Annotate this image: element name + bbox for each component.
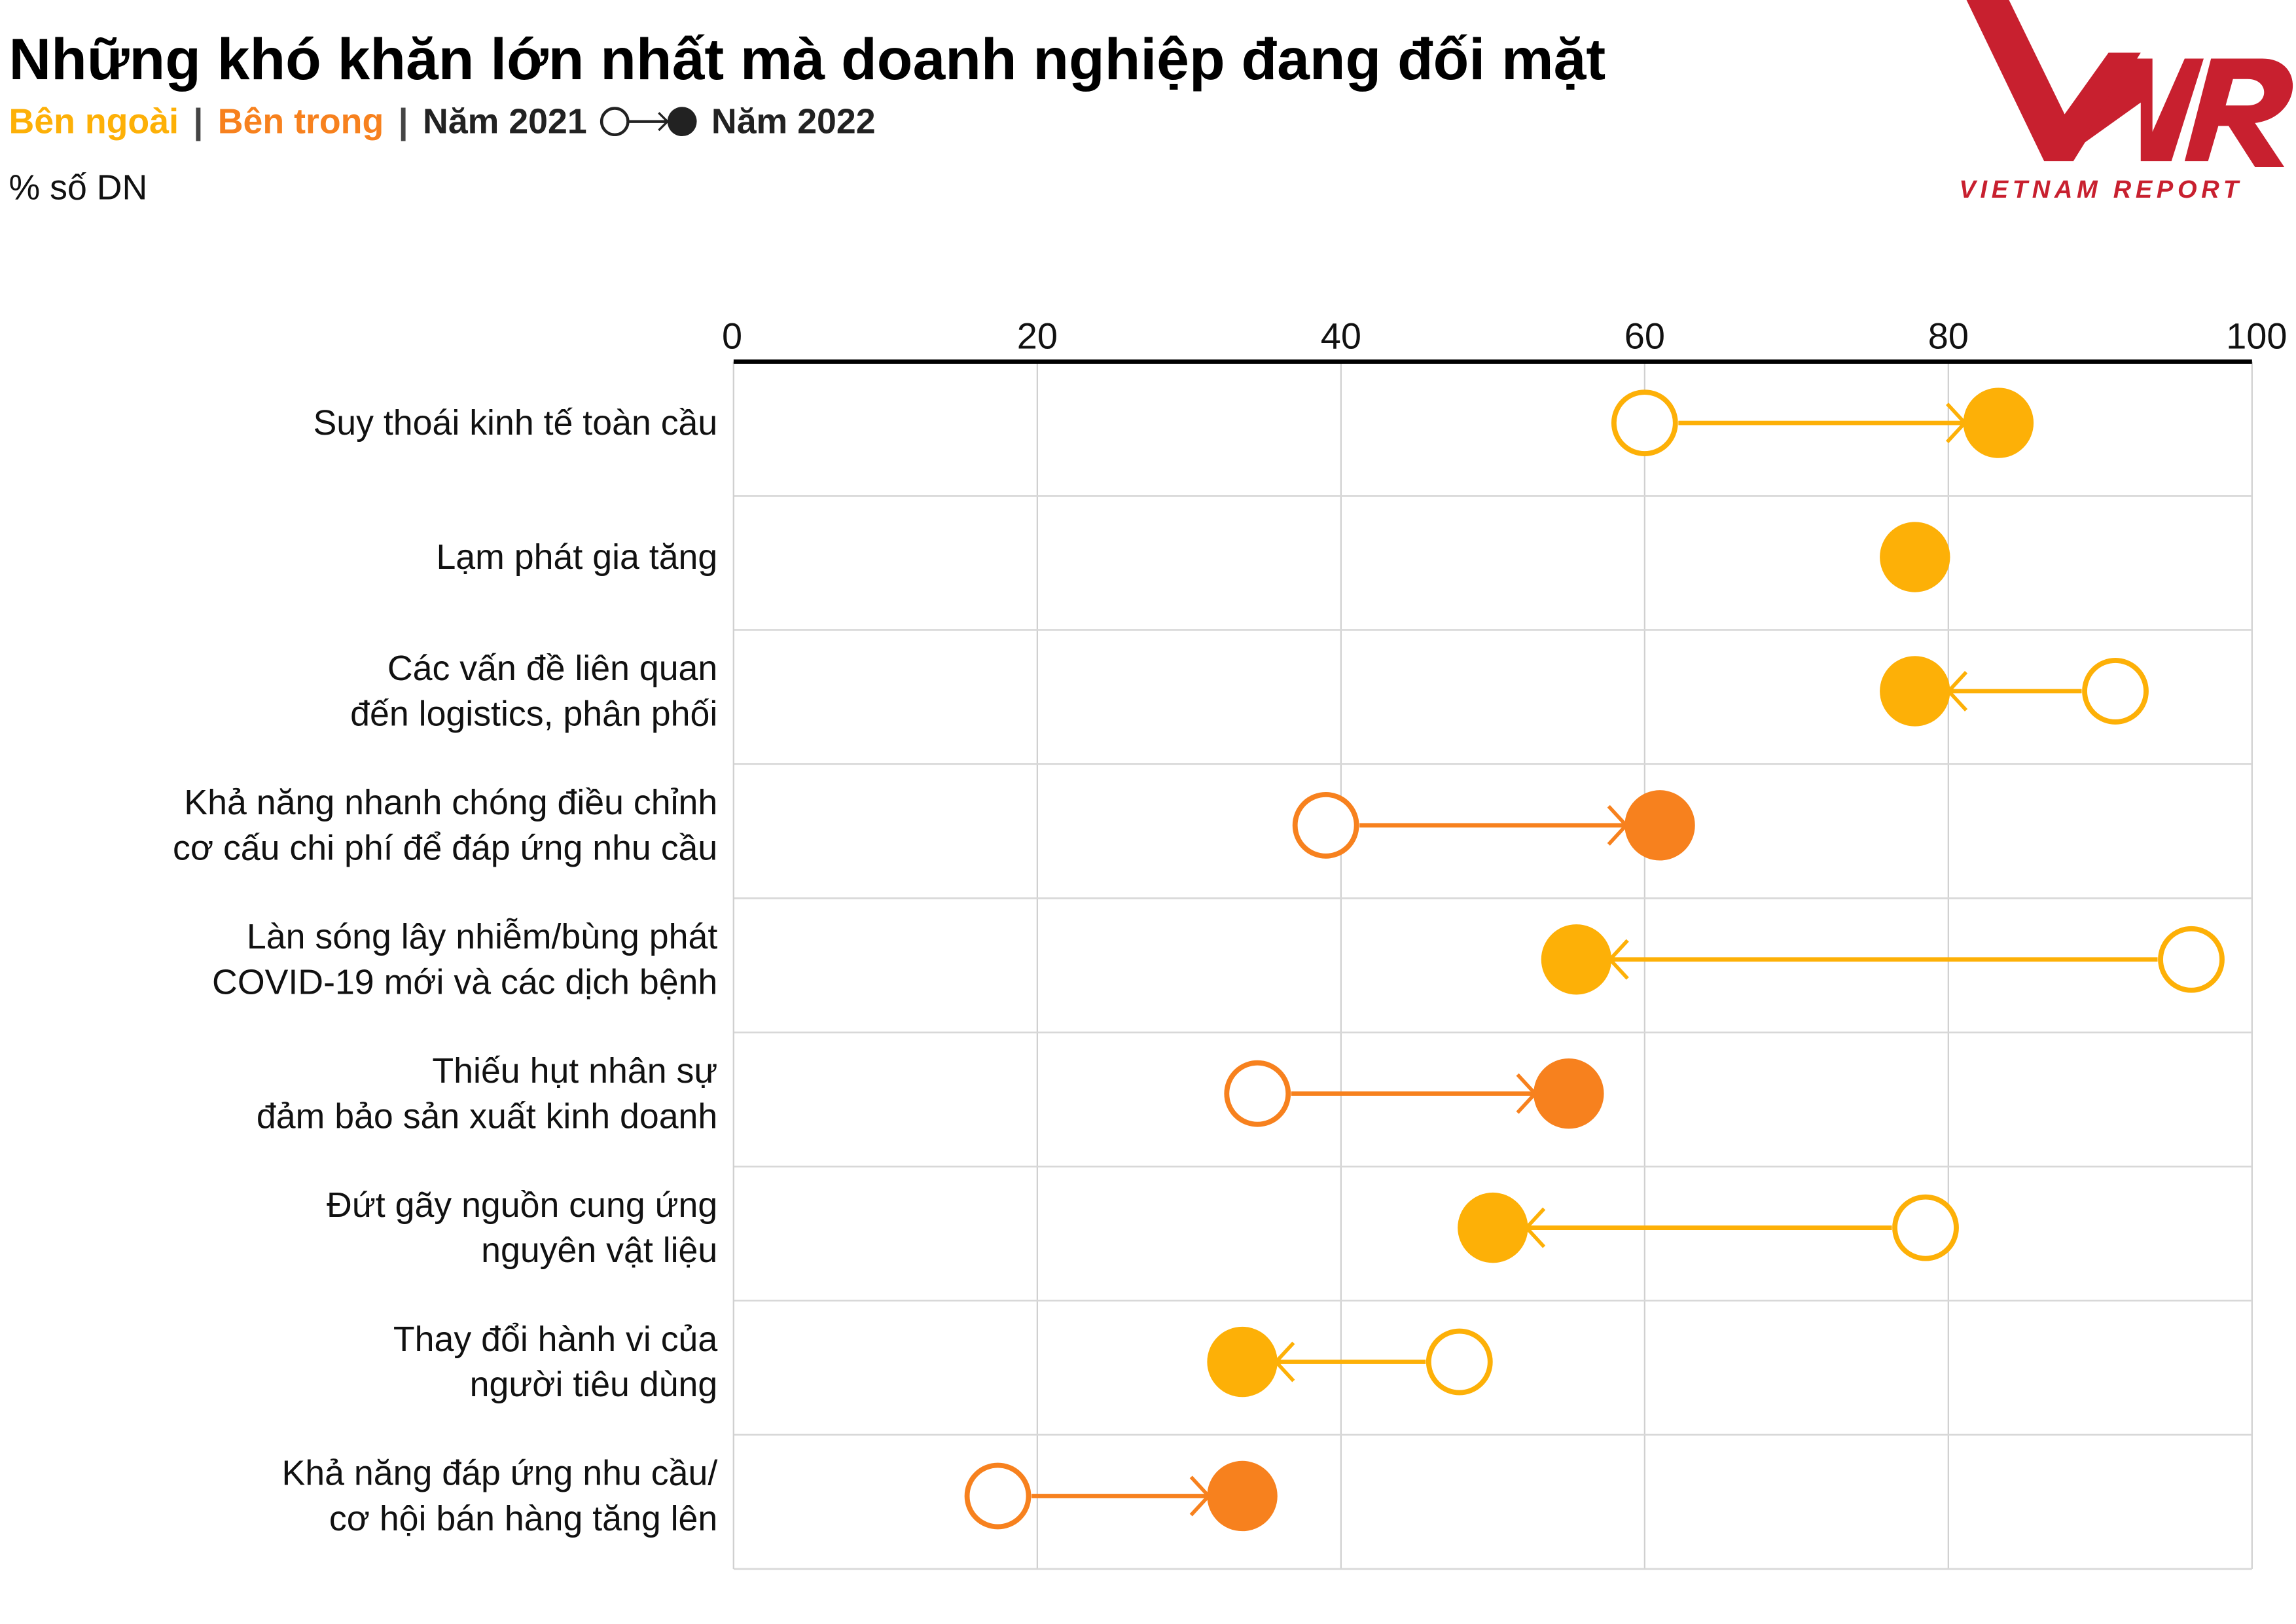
category-row: Đứt gãy nguồn cung ứng nguyên vật liệu [327, 1185, 1959, 1270]
category-row: Thay đổi hành vi của người tiêu dùng [393, 1320, 1493, 1404]
point-2021 [1426, 1328, 1493, 1396]
legend-2022: Năm 2022 [711, 102, 876, 141]
category-label: cơ hội bán hàng tăng lên [329, 1499, 717, 1538]
legend-marker [600, 107, 697, 137]
point-2021 [1611, 389, 1678, 456]
point-2022 [1207, 1326, 1278, 1398]
legend-separator: | [193, 102, 203, 142]
unit-label: % số DN [9, 168, 147, 207]
category-label: cơ cấu chi phí để đáp ứng nhu cầu [173, 828, 717, 867]
legend-2021: Năm 2021 [423, 102, 587, 141]
point-2022 [1458, 1192, 1528, 1263]
point-2021 [1224, 1060, 1291, 1127]
category-row: Khả năng đáp ứng nhu cầu/cơ hội bán hàng… [281, 1454, 1278, 1538]
legend-filled-circle-icon [667, 107, 697, 137]
legend-external: Bên ngoài [9, 102, 178, 141]
category-label: nguyên vật liệu [481, 1231, 717, 1270]
category-row: Lạm phát gia tăng [436, 522, 1950, 592]
x-axis: 0 20 40 60 80 100 [722, 315, 2287, 364]
vnr-logo: VIETNAM REPORT [1959, 0, 2293, 204]
point-2021 [964, 1462, 1031, 1530]
category-label: Suy thoái kinh tế toàn cầu [313, 403, 717, 442]
x-tick-label: 0 [722, 315, 742, 356]
category-label: Khả năng đáp ứng nhu cầu/ [281, 1454, 717, 1493]
point-2021 [2158, 926, 2225, 993]
category-label: Khả năng nhanh chóng điều chỉnh [184, 783, 717, 822]
x-tick-label: 40 [1321, 315, 1361, 356]
point-2021 [2082, 658, 2149, 725]
category-label: Làn sóng lây nhiễm/bùng phát [247, 917, 717, 956]
category-row: Khả năng nhanh chóng điều chỉnh cơ cấu ch… [173, 783, 1695, 867]
category-row: Thiếu hụt nhân sự đảm bảo sản xuất kinh d… [257, 1051, 1604, 1136]
chart-title: Những khó khăn lớn nhất mà doanh nghiệp … [9, 26, 1605, 92]
x-tick-label: 100 [2226, 315, 2287, 356]
category-label: đảm bảo sản xuất kinh doanh [257, 1096, 717, 1136]
category-label: Thiếu hụt nhân sự [432, 1051, 717, 1091]
point-2022 [1963, 388, 2034, 458]
category-label: Thay đổi hành vi của [393, 1320, 718, 1359]
point-2022 [1207, 1460, 1278, 1532]
category-label: người tiêu dùng [470, 1365, 718, 1404]
point-2022 [1880, 656, 1950, 727]
point-2022 [1534, 1058, 1604, 1129]
category-row: Làn sóng lây nhiễm/bùng phát COVID-19 mới… [212, 917, 2225, 1001]
grid [732, 361, 2253, 1570]
category-row: Các vấn đề liên quan đến logistics, phân … [350, 649, 2149, 734]
point-2022 [1880, 522, 1950, 592]
legend-internal: Bên trong [218, 102, 384, 141]
point-2022 [1624, 790, 1695, 861]
legend-separator: | [399, 102, 408, 142]
category-label: đến logistics, phân phối [350, 695, 717, 734]
category-label: Đứt gãy nguồn cung ứng [327, 1185, 717, 1225]
category-label: Các vấn đề liên quan [387, 649, 717, 688]
category-label: Lạm phát gia tăng [436, 537, 717, 577]
legend: Bên ngoài | Bên trong | Năm 2021 Năm 202… [9, 102, 875, 142]
x-tick-label: 80 [1928, 315, 1969, 356]
point-2021 [1292, 791, 1359, 859]
x-tick-label: 60 [1624, 315, 1665, 356]
rows: Suy thoái kinh tế toàn cầu Lạm phát gia t… [173, 388, 2225, 1538]
logo-text: VIETNAM REPORT [1959, 176, 2242, 204]
point-2021 [1892, 1194, 1959, 1261]
legend-open-circle-icon [600, 107, 630, 137]
category-row: Suy thoái kinh tế toàn cầu [313, 388, 2034, 458]
x-tick-label: 20 [1017, 315, 1058, 356]
category-label: COVID-19 mới và các dịch bệnh [212, 962, 717, 1001]
point-2022 [1541, 924, 1612, 995]
